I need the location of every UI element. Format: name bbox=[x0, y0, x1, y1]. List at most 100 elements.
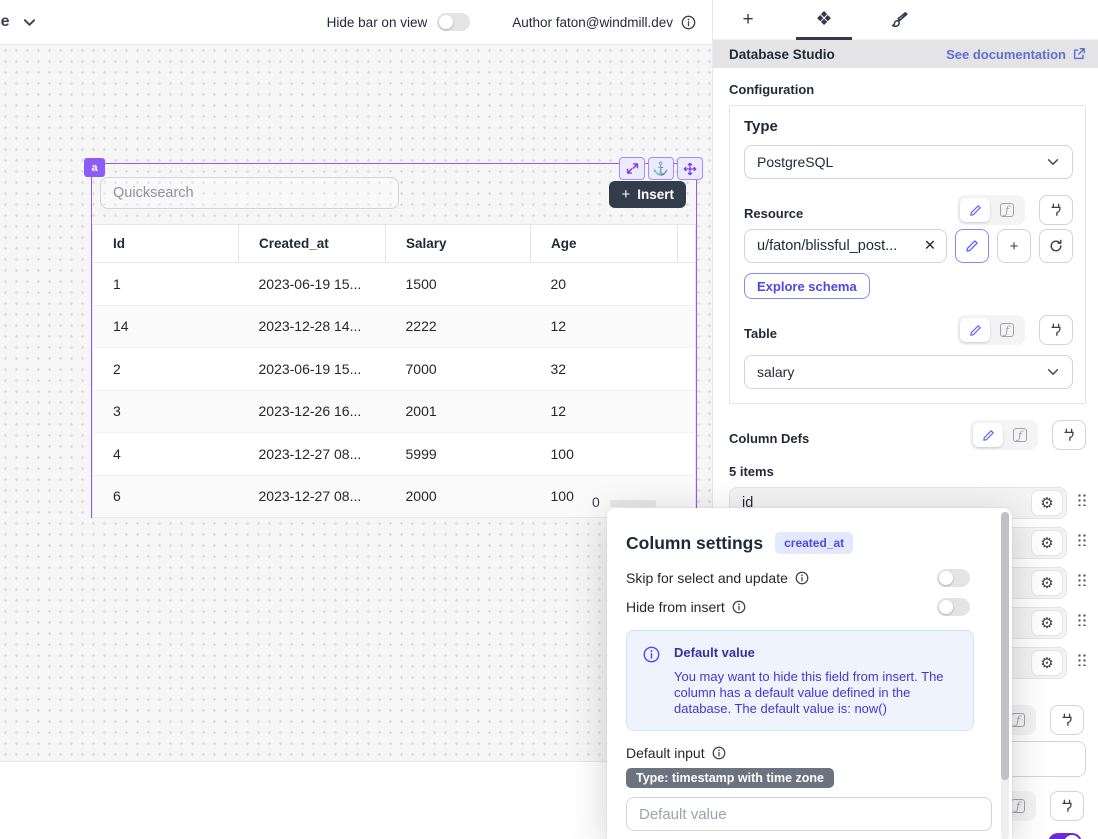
table-label: Table bbox=[744, 326, 777, 341]
hide-bar-toggle[interactable] bbox=[437, 13, 471, 31]
modal-scrollbar[interactable] bbox=[1001, 512, 1009, 839]
default-value-input[interactable] bbox=[626, 797, 992, 831]
resource-label-row: Resource ƒ bbox=[744, 195, 1073, 225]
default-input-label: Default input bbox=[626, 745, 705, 761]
column-header[interactable]: Created_at bbox=[238, 224, 386, 263]
move-button[interactable] bbox=[677, 157, 703, 180]
column-defs-label: Column Defs bbox=[729, 431, 810, 446]
column-def-name: id bbox=[742, 495, 754, 511]
explore-schema-button[interactable]: Explore schema bbox=[744, 273, 870, 299]
resource-value: u/faton/blissful_post... bbox=[757, 238, 898, 254]
drag-handle[interactable] bbox=[1077, 652, 1086, 666]
panel-tabs: + ❖ bbox=[713, 0, 1098, 40]
expand-icon bbox=[626, 163, 638, 174]
selected-component[interactable]: a ⚓ + Insert bbox=[84, 157, 703, 518]
column-header[interactable]: Salary bbox=[385, 224, 531, 263]
default-value-alert: Default value You may want to hide this … bbox=[626, 630, 974, 731]
app-canvas-grid[interactable]: a ⚓ + Insert bbox=[0, 45, 712, 762]
component-header: Database Studio See documentation bbox=[713, 40, 1098, 68]
anchor-icon: ⚓ bbox=[652, 160, 670, 176]
type-value: PostgreSQL bbox=[757, 154, 834, 170]
cell: 2001 bbox=[385, 389, 531, 433]
refresh-button[interactable] bbox=[1039, 229, 1073, 263]
info-icon[interactable] bbox=[681, 15, 696, 30]
items-count: 5 items bbox=[729, 464, 774, 479]
component-toolbar: ⚓ bbox=[619, 157, 703, 180]
function-icon: ƒ bbox=[1000, 203, 1014, 217]
tab-add-component[interactable]: + bbox=[731, 1, 765, 39]
anchor-button[interactable]: ⚓ bbox=[648, 157, 674, 180]
quicksearch-input[interactable] bbox=[100, 177, 399, 209]
column-settings-button[interactable]: ⚙ bbox=[1031, 610, 1063, 636]
cell: 100 bbox=[530, 432, 678, 475]
insert-button[interactable]: + Insert bbox=[609, 181, 686, 208]
type-label: Type bbox=[744, 118, 778, 135]
pencil-icon bbox=[969, 204, 981, 216]
table-row[interactable]: 14 2023-12-28 14... 2222 12 bbox=[92, 304, 696, 348]
cell: 6 bbox=[92, 474, 239, 518]
drag-handle[interactable] bbox=[1077, 612, 1086, 626]
add-resource-button[interactable]: + bbox=[997, 229, 1031, 263]
move-icon bbox=[683, 162, 697, 175]
hide-insert-toggle[interactable] bbox=[937, 598, 970, 616]
column-settings-button[interactable]: ⚙ bbox=[1031, 650, 1063, 676]
gear-icon: ⚙ bbox=[1040, 575, 1054, 592]
connect-button[interactable] bbox=[1050, 791, 1084, 821]
column-header-empty bbox=[677, 224, 696, 263]
resource-picker[interactable]: u/faton/blissful_post... ✕ bbox=[744, 229, 947, 263]
expression-edit-button[interactable]: ƒ bbox=[1005, 423, 1035, 447]
plug-icon bbox=[1051, 323, 1061, 336]
type-select[interactable]: PostgreSQL bbox=[744, 145, 1073, 179]
function-icon: ƒ bbox=[1000, 323, 1014, 337]
table-row[interactable]: 4 2023-12-27 08... 5999 100 bbox=[92, 432, 696, 475]
column-settings-button[interactable]: ⚙ bbox=[1031, 490, 1063, 516]
table-row[interactable]: 3 2023-12-26 16... 2001 12 bbox=[92, 389, 696, 433]
info-icon[interactable] bbox=[732, 600, 746, 614]
static-edit-button[interactable] bbox=[973, 423, 1003, 447]
drag-handle[interactable] bbox=[1077, 492, 1086, 506]
clear-icon[interactable]: ✕ bbox=[923, 238, 936, 254]
function-icon: ƒ bbox=[1011, 799, 1025, 813]
tab-component-settings[interactable]: ❖ bbox=[796, 1, 852, 40]
app-name-menu[interactable]: nce bbox=[0, 13, 37, 31]
drag-handle[interactable] bbox=[1077, 572, 1086, 586]
edit-resource-button[interactable] bbox=[955, 229, 989, 263]
topbar-right: Hide bar on view Author faton@windmill.d… bbox=[327, 13, 712, 31]
drag-handle[interactable] bbox=[1077, 532, 1086, 546]
configuration-box: Type PostgreSQL Resource ƒ bbox=[729, 105, 1086, 404]
table-row[interactable]: 1 2023-06-19 15... 1500 20 bbox=[92, 262, 696, 305]
table-row[interactable]: 2 2023-06-19 15... 7000 32 bbox=[92, 347, 696, 390]
static-edit-button[interactable] bbox=[960, 198, 990, 222]
chevron-down-icon bbox=[1047, 159, 1059, 165]
column-settings-button[interactable]: ⚙ bbox=[1031, 530, 1063, 556]
column-header[interactable]: Age bbox=[530, 224, 678, 263]
edit-mode-segment: ƒ bbox=[970, 420, 1038, 450]
column-settings-button[interactable]: ⚙ bbox=[1031, 570, 1063, 596]
skip-select-row: Skip for select and update bbox=[626, 569, 982, 587]
cell: 2023-06-19 15... bbox=[238, 262, 386, 305]
skip-select-toggle[interactable] bbox=[937, 569, 970, 587]
gear-icon: ⚙ bbox=[1040, 655, 1054, 672]
connect-button[interactable] bbox=[1052, 420, 1086, 450]
connect-button[interactable] bbox=[1050, 705, 1084, 735]
alert-body: You may want to hide this field from ins… bbox=[674, 669, 944, 716]
table-select[interactable]: salary bbox=[744, 355, 1073, 389]
expression-edit-button[interactable]: ƒ bbox=[992, 198, 1022, 222]
config-toggle[interactable] bbox=[1048, 833, 1082, 839]
expression-edit-button[interactable]: ƒ bbox=[992, 318, 1022, 342]
connect-button[interactable] bbox=[1039, 315, 1073, 345]
tab-styling[interactable] bbox=[883, 1, 917, 39]
info-icon[interactable] bbox=[795, 571, 809, 585]
static-edit-button[interactable] bbox=[960, 318, 990, 342]
scrollbar-thumb[interactable] bbox=[1001, 512, 1009, 780]
table-row[interactable]: 6 2023-12-27 08... 2000 100 bbox=[92, 474, 696, 518]
expand-button[interactable] bbox=[619, 157, 645, 180]
cell: 14 bbox=[92, 304, 239, 348]
see-documentation-link[interactable]: See documentation bbox=[946, 47, 1086, 62]
connect-button[interactable] bbox=[1039, 195, 1073, 225]
component-id-badge: a bbox=[84, 158, 105, 177]
table-header-row: Id Created_at Salary Age bbox=[92, 224, 696, 263]
column-header[interactable]: Id bbox=[92, 224, 239, 263]
info-icon[interactable] bbox=[712, 746, 726, 760]
